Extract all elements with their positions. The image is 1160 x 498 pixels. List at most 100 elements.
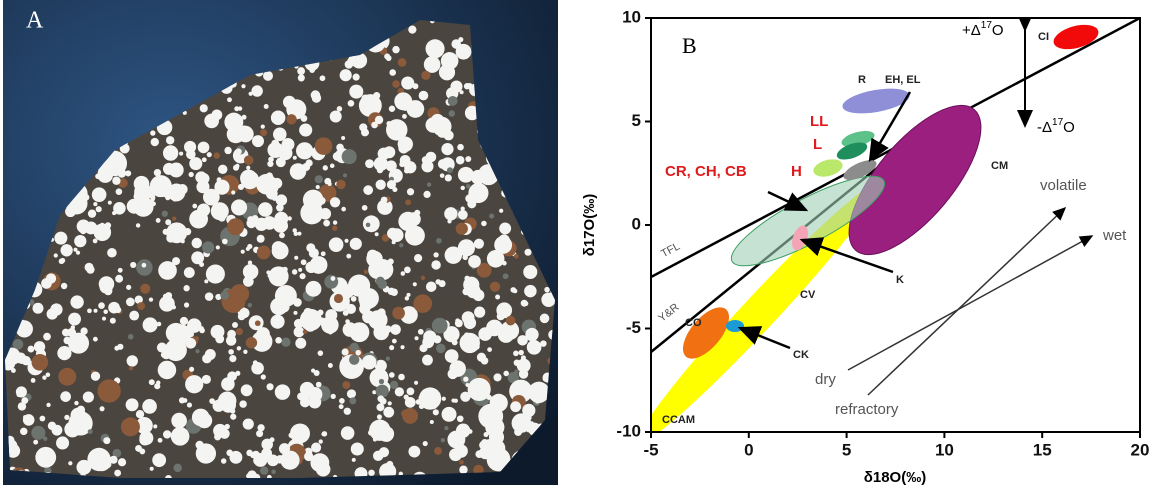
chondrule xyxy=(33,439,39,445)
chondrule xyxy=(46,402,51,408)
chondrule xyxy=(39,415,46,422)
chondrule xyxy=(463,83,471,90)
chondrule xyxy=(73,247,78,252)
annotation: CCAM xyxy=(662,414,695,426)
chondrule xyxy=(173,337,186,350)
chondrule xyxy=(374,115,384,125)
chondrule xyxy=(165,136,175,145)
chondrule xyxy=(514,369,519,374)
chondrule xyxy=(53,253,58,258)
chondrule xyxy=(502,273,509,280)
text: -Δ xyxy=(1037,119,1052,136)
chondrule xyxy=(328,237,344,252)
chondrule xyxy=(499,208,504,213)
chondrule xyxy=(220,397,236,413)
chondrule xyxy=(397,58,407,67)
chondrule xyxy=(318,439,323,444)
text: O xyxy=(992,22,1004,39)
chondrule xyxy=(489,281,501,292)
chondrule xyxy=(446,167,453,174)
chondrule xyxy=(455,155,465,165)
chondrule xyxy=(488,429,505,445)
chondrule xyxy=(449,360,466,377)
chondrule xyxy=(299,273,306,280)
chondrule xyxy=(366,249,379,261)
chondrule xyxy=(456,415,464,423)
chondrule xyxy=(402,114,407,119)
chondrule xyxy=(415,399,422,405)
chondrule xyxy=(117,267,123,273)
chondrule xyxy=(234,106,240,112)
chondrule xyxy=(91,187,107,202)
x-tick-label: 5 xyxy=(842,440,851,459)
chondrule xyxy=(399,243,404,248)
chondrule xyxy=(352,73,360,81)
chondrule xyxy=(434,447,443,455)
chondrule xyxy=(457,209,468,220)
chondrule xyxy=(323,219,330,227)
chondrule xyxy=(214,179,230,195)
chondrule xyxy=(161,210,168,217)
annotation: wet xyxy=(1102,227,1127,244)
chondrule xyxy=(346,253,352,259)
chondrule xyxy=(292,155,297,160)
chondrule xyxy=(299,123,313,137)
chondrule xyxy=(149,466,154,471)
chondrule xyxy=(201,157,207,163)
chondrule xyxy=(414,336,419,341)
chondrule xyxy=(422,440,428,447)
chondrule xyxy=(502,225,508,231)
chondrule xyxy=(247,303,253,308)
chondrule xyxy=(464,275,470,282)
chondrule xyxy=(420,275,426,281)
chondrule xyxy=(270,314,285,329)
chondrule xyxy=(329,310,335,315)
chondrule xyxy=(129,357,136,364)
chondrule xyxy=(539,313,550,324)
chondrule xyxy=(92,453,111,472)
chondrule xyxy=(235,328,243,336)
chondrule xyxy=(392,45,400,54)
chondrule xyxy=(139,434,151,446)
chondrule xyxy=(241,114,247,120)
chondrule xyxy=(102,316,107,321)
chondrule xyxy=(380,196,388,204)
chondrule xyxy=(129,310,140,321)
chondrule xyxy=(349,342,359,352)
chondrule xyxy=(76,459,92,475)
chondrule xyxy=(157,360,177,380)
chondrule xyxy=(27,345,35,353)
chondrule xyxy=(229,450,243,464)
text: O xyxy=(1063,119,1075,136)
chondrule xyxy=(267,273,272,278)
chondrule xyxy=(192,322,201,331)
x-axis-label: δ18O(‰) xyxy=(864,469,926,486)
chondrule xyxy=(418,403,425,410)
chondrule xyxy=(261,438,273,451)
chondrule xyxy=(220,290,229,300)
chondrule xyxy=(199,104,208,113)
chondrule xyxy=(44,466,52,475)
chondrule xyxy=(454,444,468,458)
chondrule xyxy=(487,347,492,352)
chondrule xyxy=(342,173,348,178)
annotation: Y&R xyxy=(656,301,681,324)
chondrule xyxy=(204,113,220,129)
chondrule xyxy=(525,327,539,342)
chondrule xyxy=(291,269,298,275)
chondrule xyxy=(338,404,344,410)
chondrule xyxy=(447,95,458,106)
chondrule xyxy=(389,345,395,351)
chondrule xyxy=(16,392,22,398)
chondrule xyxy=(342,309,349,316)
photo: A xyxy=(3,0,558,485)
chondrule xyxy=(468,255,481,268)
chondrule xyxy=(80,228,87,235)
chondrule xyxy=(526,265,536,275)
chondrule xyxy=(388,105,396,112)
chondrule xyxy=(192,203,198,209)
chondrule xyxy=(267,141,284,158)
chondrule xyxy=(310,251,315,256)
chondrule xyxy=(231,199,248,216)
